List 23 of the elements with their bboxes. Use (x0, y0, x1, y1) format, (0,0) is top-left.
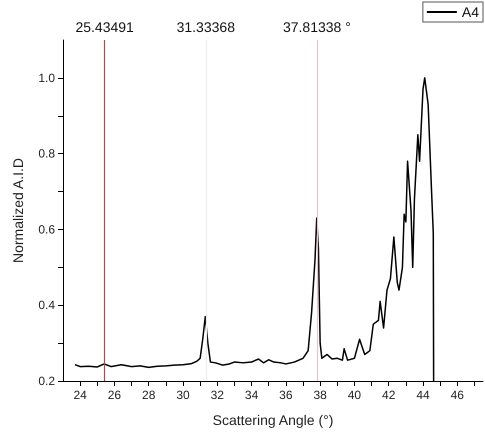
x-tick-label: 46 (450, 388, 464, 402)
ref-line-label: 31.33368 (176, 19, 236, 35)
x-tick-label: 28 (142, 388, 156, 402)
x-tick-label: 42 (382, 388, 396, 402)
ref-line-label: 25.43491 (75, 19, 134, 35)
y-tick-label: 1.0 (38, 70, 56, 85)
x-tick-label: 30 (176, 388, 190, 402)
legend-label: A4 (462, 4, 480, 20)
ref-line-label: 37.81338 ° (282, 19, 351, 35)
x-tick-label: 24 (73, 388, 88, 402)
y-tick-label: 0.8 (38, 146, 56, 161)
x-tick-label: 26 (108, 388, 122, 402)
x-tick-label: 34 (244, 388, 259, 402)
y-tick-label: 0.4 (38, 298, 56, 312)
x-tick-label: 36 (279, 388, 293, 402)
x-axis-title: Scattering Angle (°) (212, 412, 334, 428)
x-tick-label: 40 (348, 388, 362, 402)
y-tick-label: 0.6 (38, 222, 56, 236)
x-tick-label: 44 (416, 388, 430, 402)
x-tick-label: 38 (313, 388, 328, 402)
y-axis-title: Normalized A.I.D (10, 158, 26, 264)
y-tick-label: 0.2 (38, 374, 56, 388)
x-tick-label: 32 (210, 388, 224, 402)
